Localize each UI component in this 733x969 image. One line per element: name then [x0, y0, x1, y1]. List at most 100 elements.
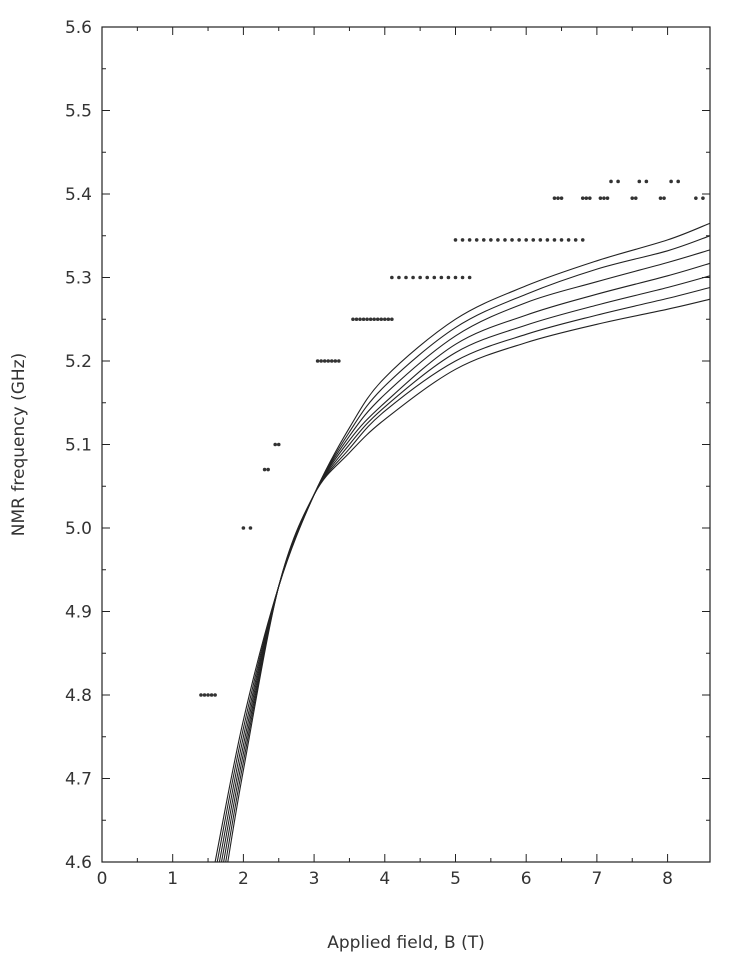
- data-point: [404, 275, 408, 280]
- data-point: [241, 526, 246, 530]
- data-point: [584, 196, 589, 200]
- data-point: [538, 238, 543, 242]
- data-point: [598, 196, 603, 200]
- series-line-4: [220, 262, 711, 863]
- x-tick-label: 6: [521, 869, 532, 889]
- data-point: [375, 317, 380, 322]
- data-point: [510, 238, 514, 242]
- x-tick-label: 0: [97, 869, 108, 889]
- data-point: [644, 179, 649, 184]
- data-point: [616, 179, 620, 184]
- data-point: [566, 238, 571, 242]
- data-point: [453, 238, 458, 242]
- data-point: [552, 196, 557, 200]
- data-point: [489, 238, 493, 242]
- data-point: [351, 317, 355, 322]
- plot-frame: [101, 26, 711, 863]
- data-point: [453, 275, 458, 280]
- data-point: [573, 238, 578, 242]
- y-tick-label: 4.6: [65, 853, 92, 873]
- y-tick-label: 5.4: [65, 185, 92, 205]
- data-point: [662, 196, 666, 200]
- data-point: [248, 526, 253, 530]
- data-point: [552, 238, 557, 242]
- data-point: [390, 275, 394, 280]
- data-point: [496, 238, 500, 242]
- data-point: [361, 317, 366, 322]
- data-point: [326, 359, 331, 363]
- data-point: [411, 275, 415, 280]
- data-point: [669, 179, 673, 184]
- data-point: [633, 196, 638, 200]
- x-tick-label: 8: [662, 869, 673, 889]
- data-point: [556, 196, 560, 200]
- data-point: [531, 238, 536, 242]
- data-point: [368, 317, 373, 322]
- series-line-2: [216, 235, 711, 863]
- data-point: [474, 238, 479, 242]
- y-axis-label: NMR frequency (GHz): [9, 353, 29, 536]
- plot-axes: [101, 26, 711, 863]
- data-point: [580, 196, 585, 200]
- data-point: [676, 179, 680, 184]
- data-point: [694, 196, 698, 200]
- data-point: [322, 359, 327, 363]
- series-line-5: [223, 275, 711, 863]
- data-point: [446, 275, 451, 280]
- data-point: [365, 317, 369, 322]
- x-tick-label: 4: [379, 869, 390, 889]
- series-line-6: [225, 286, 711, 863]
- data-point: [199, 693, 203, 697]
- data-point: [266, 467, 270, 472]
- y-tick-label: 4.9: [65, 603, 92, 623]
- data-point: [276, 442, 281, 447]
- data-point: [206, 693, 210, 697]
- x-tick-label: 5: [450, 869, 461, 889]
- x-tick-label: 3: [309, 869, 320, 889]
- data-point: [637, 179, 642, 184]
- data-point: [337, 359, 341, 363]
- x-tick-label: 2: [238, 869, 249, 889]
- data-point: [390, 317, 394, 322]
- x-axis-label: Applied field, B (T): [327, 933, 485, 953]
- data-point: [329, 359, 334, 363]
- data-point: [517, 238, 521, 242]
- data-point: [503, 238, 507, 242]
- data-point: [202, 693, 207, 697]
- data-point: [580, 238, 585, 242]
- data-point: [425, 275, 430, 280]
- series-line-7: [227, 298, 711, 863]
- data-point: [213, 693, 217, 697]
- data-point: [630, 196, 635, 200]
- x-tick-label: 1: [167, 869, 178, 889]
- y-tick-label: 5.2: [65, 352, 92, 372]
- data-point: [658, 196, 663, 200]
- data-point: [397, 275, 401, 280]
- data-point: [358, 317, 362, 322]
- y-tick-label: 5.6: [65, 18, 92, 38]
- y-tick-label: 5.1: [65, 436, 92, 456]
- x-tick-label: 7: [591, 869, 602, 889]
- data-point: [460, 238, 465, 242]
- data-point: [386, 317, 391, 322]
- data-point: [315, 359, 320, 363]
- series-line-1: [214, 222, 711, 863]
- data-point: [605, 196, 610, 200]
- data-point: [273, 442, 278, 447]
- data-point: [559, 238, 564, 242]
- points-group: [199, 179, 705, 697]
- data-point: [262, 467, 267, 472]
- data-point: [432, 275, 437, 280]
- data-point: [545, 238, 550, 242]
- data-point: [524, 238, 528, 242]
- data-point: [467, 275, 472, 280]
- data-point: [460, 275, 465, 280]
- y-tick-label: 5.0: [65, 519, 92, 539]
- ticks-group: 0 1 2 3 4 5 6 7 8 4.6 4.7 4.8 4.9 5.0 5.1 5.2 5.3 5.4 5.5 5…: [65, 18, 710, 889]
- series-line-3: [218, 249, 711, 863]
- y-tick-label: 4.8: [65, 686, 92, 706]
- data-point: [481, 238, 486, 242]
- data-point: [379, 317, 384, 322]
- data-point: [333, 359, 338, 363]
